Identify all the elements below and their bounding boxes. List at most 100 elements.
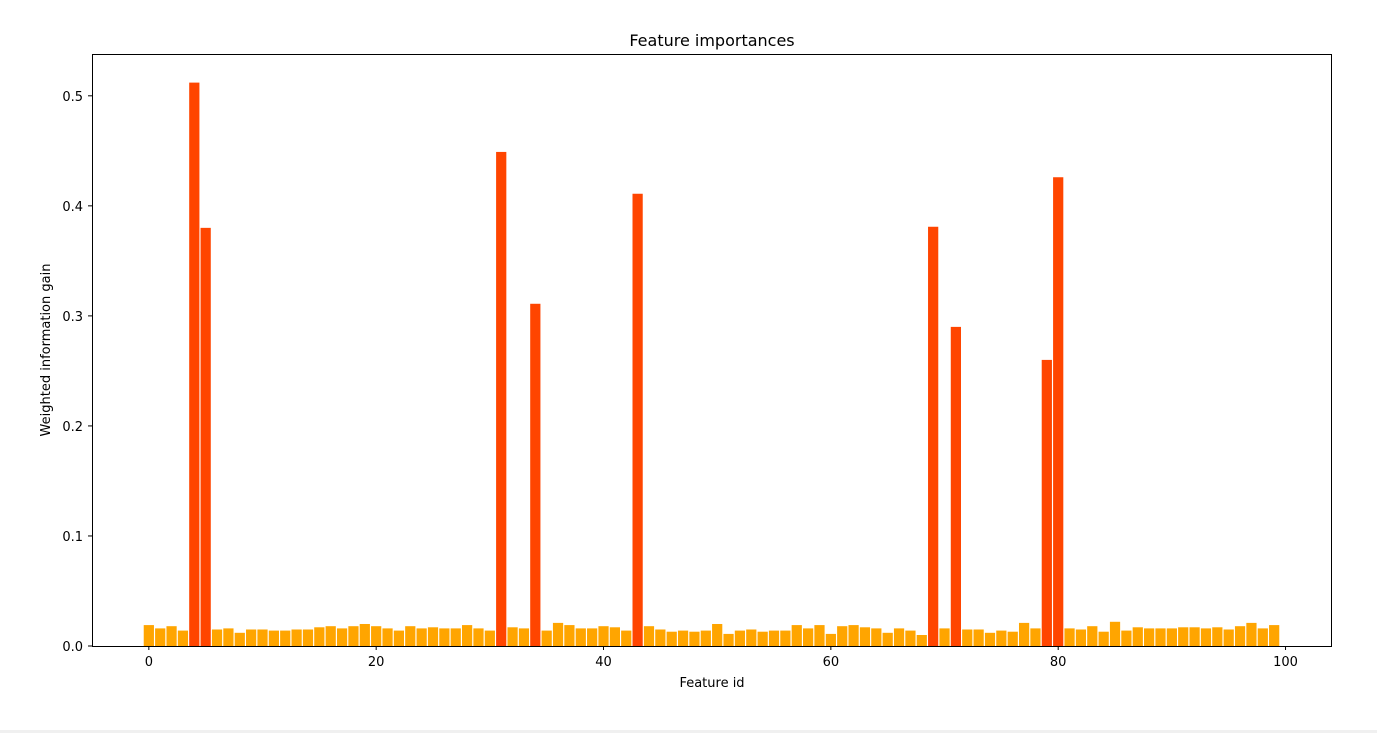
bar-feature-56 [780, 630, 791, 646]
bar-feature-48 [689, 631, 700, 646]
bar-feature-68 [916, 635, 927, 646]
bar-feature-55 [768, 630, 780, 646]
bar-feature-75 [996, 630, 1007, 646]
bar-feature-59 [814, 625, 825, 646]
bar-feature-18 [348, 626, 359, 646]
bar-feature-49 [700, 630, 711, 646]
bar-feature-46 [666, 631, 677, 646]
bar-feature-81 [1064, 628, 1075, 646]
chart-title: Feature importances [629, 31, 794, 50]
bar-feature-16 [325, 626, 336, 646]
x-axis-label: Feature id [679, 676, 744, 691]
bar-feature-13 [291, 629, 302, 646]
bar-feature-14 [302, 629, 314, 646]
bar-feature-63 [859, 627, 871, 646]
bar-feature-70 [939, 628, 950, 646]
bar-feature-2 [166, 626, 177, 646]
bar-feature-30 [484, 630, 495, 646]
y-axis-label: Weighted information gain [39, 264, 54, 437]
bar-feature-52 [734, 630, 746, 646]
bar-feature-20 [371, 626, 382, 646]
bar-feature-28 [461, 625, 473, 646]
bar-feature-57 [791, 625, 802, 646]
bar-feature-85 [1109, 621, 1121, 646]
y-tick-label: 0.4 [62, 200, 83, 215]
bar-feature-24 [416, 628, 427, 646]
bar-feature-33 [518, 628, 530, 646]
y-tick-label: 0.5 [62, 90, 83, 105]
bars-group [143, 82, 1280, 647]
bar-feature-6 [211, 629, 223, 646]
bar-feature-31 [496, 151, 507, 646]
bar-feature-4 [189, 82, 200, 647]
bar-feature-83 [1087, 626, 1098, 646]
bar-feature-64 [871, 628, 882, 646]
bar-feature-66 [893, 628, 905, 646]
bar-feature-89 [1155, 628, 1166, 646]
bar-feature-36 [552, 622, 564, 646]
bar-feature-96 [1234, 626, 1246, 646]
bar-feature-87 [1132, 627, 1143, 646]
x-axis-ticks: 0 20 40 60 80 100 [145, 646, 1298, 670]
bar-feature-77 [1018, 622, 1030, 646]
bar-feature-67 [905, 630, 916, 646]
x-tick-label: 80 [1050, 655, 1067, 670]
bar-feature-11 [268, 630, 279, 646]
y-tick-label: 0.1 [62, 530, 83, 545]
bar-feature-25 [427, 627, 439, 646]
bar-feature-76 [1007, 631, 1018, 646]
bar-feature-74 [984, 632, 996, 646]
bar-feature-43 [632, 193, 643, 646]
bar-feature-79 [1041, 359, 1052, 646]
bar-feature-93 [1200, 628, 1212, 646]
bar-feature-51 [723, 633, 734, 646]
bar-feature-32 [507, 627, 518, 646]
bar-feature-73 [973, 629, 984, 646]
bar-feature-92 [1189, 627, 1200, 646]
bar-feature-78 [1030, 628, 1041, 646]
plot-frame [92, 54, 1332, 647]
bar-feature-90 [1166, 628, 1177, 646]
bar-feature-27 [450, 628, 461, 646]
bar-feature-91 [1178, 627, 1189, 646]
bar-feature-7 [223, 628, 234, 646]
bar-feature-53 [746, 629, 757, 646]
bar-feature-38 [575, 628, 586, 646]
x-tick-label: 100 [1273, 655, 1298, 670]
bar-feature-41 [609, 627, 620, 646]
bar-feature-65 [882, 632, 893, 646]
bar-feature-8 [234, 632, 245, 646]
bar-feature-98 [1257, 628, 1268, 646]
bar-feature-86 [1121, 630, 1132, 646]
bar-feature-58 [803, 628, 814, 646]
bar-feature-82 [1075, 629, 1087, 646]
y-tick-label: 0.2 [62, 420, 83, 435]
bar-feature-44 [643, 626, 655, 646]
bar-feature-19 [359, 623, 370, 646]
bar-feature-3 [177, 630, 189, 646]
bottom-strip [0, 730, 1377, 733]
bar-feature-35 [541, 630, 552, 646]
bar-feature-97 [1246, 622, 1257, 646]
x-tick-label: 0 [145, 655, 153, 670]
bar-feature-61 [837, 626, 848, 646]
bar-feature-29 [473, 628, 484, 646]
bar-feature-5 [200, 227, 211, 647]
bar-feature-21 [382, 628, 393, 646]
bar-feature-10 [257, 629, 268, 646]
x-tick-label: 60 [823, 655, 840, 670]
x-tick-label: 40 [595, 655, 612, 670]
bar-feature-72 [962, 629, 973, 646]
bar-feature-1 [155, 628, 166, 646]
bar-feature-50 [712, 623, 723, 646]
bar-feature-34 [530, 303, 541, 646]
bar-feature-12 [280, 630, 291, 646]
bar-feature-40 [598, 626, 609, 646]
bar-feature-39 [587, 628, 598, 646]
bar-feature-69 [928, 226, 939, 646]
bar-feature-84 [1098, 631, 1109, 646]
bar-feature-17 [336, 628, 348, 646]
y-tick-label: 0.0 [62, 640, 83, 655]
y-tick-label: 0.3 [62, 310, 83, 325]
